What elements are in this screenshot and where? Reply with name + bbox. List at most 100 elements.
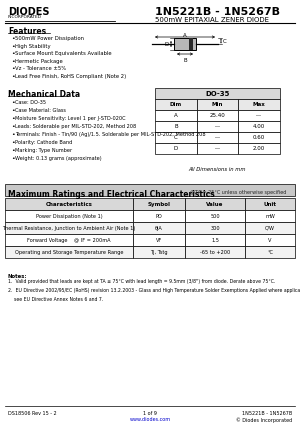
Bar [238,99,280,110]
Text: D: D [165,42,169,46]
Text: INCORPORATED: INCORPORATED [8,15,42,19]
Text: Marking: Type Number: Marking: Type Number [15,148,72,153]
Text: B: B [174,124,178,129]
Bar [155,88,280,99]
Text: •: • [11,59,15,63]
Bar [5,198,133,210]
Bar [185,210,245,222]
Text: Features: Features [8,27,46,36]
Bar [133,246,185,258]
Text: All Dimensions in mm: All Dimensions in mm [189,167,246,172]
Text: Mechanical Data: Mechanical Data [8,90,80,99]
Bar [5,184,295,196]
Text: D: D [174,146,178,151]
Text: 2.00: 2.00 [253,146,265,151]
Text: see EU Directive Annex Notes 6 and 7.: see EU Directive Annex Notes 6 and 7. [8,297,103,302]
Text: A: A [183,33,187,38]
Text: Characteristics: Characteristics [46,201,92,207]
Text: Surface Mount Equivalents Available: Surface Mount Equivalents Available [15,51,112,56]
Bar [155,121,197,132]
Text: 0.60: 0.60 [253,135,265,140]
Text: ---: --- [214,146,220,151]
Bar [245,246,295,258]
Text: Moisture Sensitivity: Level 1 per J-STD-020C: Moisture Sensitivity: Level 1 per J-STD-… [15,116,125,121]
Text: DO-35: DO-35 [205,91,230,96]
Text: Value: Value [206,201,224,207]
Text: 1N5221B - 1N5267B: 1N5221B - 1N5267B [242,411,292,416]
Text: Power Dissipation (Note 1): Power Dissipation (Note 1) [36,213,102,218]
Text: Dim: Dim [170,102,182,107]
Bar [5,210,133,222]
Text: •: • [11,51,15,56]
Text: Vz - Tolerance ±5%: Vz - Tolerance ±5% [15,66,66,71]
Text: Terminals: Finish - Tin/90 (Ag)/1.5. Solderable per MIL-STD-202, Method 208: Terminals: Finish - Tin/90 (Ag)/1.5. Sol… [15,132,206,137]
Text: C: C [174,135,178,140]
Text: PD: PD [156,213,162,218]
Text: A: A [174,113,178,118]
Text: Min: Min [212,102,223,107]
Text: •: • [11,156,15,161]
Text: 25.40: 25.40 [210,113,225,118]
Text: Operating and Storage Temperature Range: Operating and Storage Temperature Range [15,249,123,255]
Text: VF: VF [156,238,162,243]
Bar [189,38,193,50]
Bar [245,222,295,234]
Bar [155,110,197,121]
Text: 500: 500 [210,213,220,218]
Text: °C: °C [267,249,273,255]
Text: Notes:: Notes: [8,274,28,279]
Bar [197,99,238,110]
Text: 4.00: 4.00 [253,124,265,129]
Text: •: • [11,148,15,153]
Text: Max: Max [253,102,266,107]
Text: Forward Voltage    @ IF = 200mA: Forward Voltage @ IF = 200mA [27,238,111,243]
Bar [155,99,197,110]
Text: Lead Free Finish, RoHS Compliant (Note 2): Lead Free Finish, RoHS Compliant (Note 2… [15,74,126,79]
Text: •: • [11,140,15,145]
Text: Symbol: Symbol [148,201,170,207]
Text: DS18506 Rev 15 - 2: DS18506 Rev 15 - 2 [8,411,57,416]
Text: Polarity: Cathode Band: Polarity: Cathode Band [15,140,72,145]
Bar [185,198,245,210]
Text: θJA: θJA [155,226,163,230]
Text: 1N5221B - 1N5267B: 1N5221B - 1N5267B [155,7,280,17]
Bar [197,121,238,132]
Text: 1.  Valid provided that leads are kept at TA ≤ 75°C with lead length = 9.5mm (3/: 1. Valid provided that leads are kept at… [8,279,275,284]
Text: Hermetic Package: Hermetic Package [15,59,63,63]
Text: •: • [11,100,15,105]
Text: Leads: Solderable per MIL-STD-202, Method 208: Leads: Solderable per MIL-STD-202, Metho… [15,124,136,129]
Bar [133,222,185,234]
Text: -65 to +200: -65 to +200 [200,249,230,255]
Bar [174,38,196,50]
Bar [5,234,133,246]
Bar [238,143,280,154]
Text: High Stability: High Stability [15,43,51,48]
Text: www.diodes.com: www.diodes.com [129,417,171,422]
Text: 300: 300 [210,226,220,230]
Text: ---: --- [256,113,262,118]
Text: V: V [268,238,272,243]
Text: ---: --- [214,124,220,129]
Text: Case Material: Glass: Case Material: Glass [15,108,66,113]
Text: •: • [11,132,15,137]
Text: TJ, Tstg: TJ, Tstg [150,249,168,255]
Bar [245,210,295,222]
Text: •: • [11,74,15,79]
Bar [133,198,185,210]
Text: Unit: Unit [263,201,277,207]
Bar [245,198,295,210]
Bar [185,246,245,258]
Text: •: • [11,66,15,71]
Text: C: C [223,39,227,43]
Text: Weight: 0.13 grams (approximate): Weight: 0.13 grams (approximate) [15,156,102,161]
Text: Case: DO-35: Case: DO-35 [15,100,46,105]
Bar [197,110,238,121]
Text: ---: --- [214,135,220,140]
Text: Thermal Resistance, Junction to Ambient Air (Note 1): Thermal Resistance, Junction to Ambient … [2,226,136,230]
Bar [197,143,238,154]
Text: •: • [11,116,15,121]
Text: 2.  EU Directive 2002/95/EC (RoHS) revision 13.2.2003 - Glass and High Temperatu: 2. EU Directive 2002/95/EC (RoHS) revisi… [8,288,300,293]
Bar [5,222,133,234]
Bar [238,121,280,132]
Text: Maximum Ratings and Electrical Characteristics: Maximum Ratings and Electrical Character… [8,190,215,199]
